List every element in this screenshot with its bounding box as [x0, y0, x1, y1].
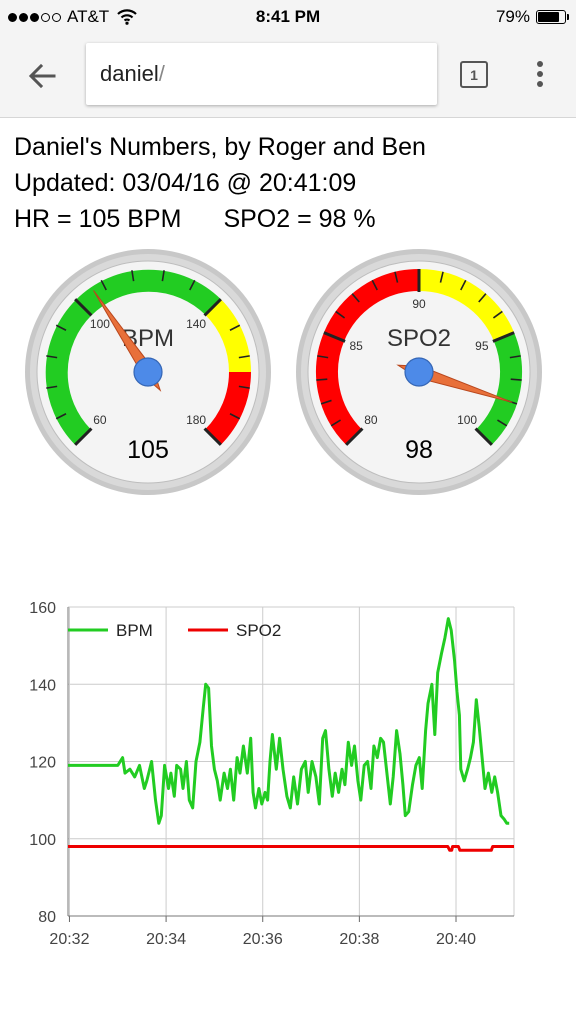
status-left: AT&T	[8, 7, 137, 27]
chart-y-tick-label: 160	[29, 600, 56, 617]
gauge-color-band	[205, 371, 251, 445]
gauge-minor-tick	[320, 399, 332, 405]
gauge-minor-tick	[335, 310, 346, 319]
gauge-major-tick	[74, 427, 93, 446]
gauge-minor-tick	[317, 355, 329, 359]
gauge-minor-tick	[492, 310, 503, 319]
chart-x-tick-label: 20:34	[146, 931, 186, 948]
gauge-value: 105	[127, 436, 169, 464]
gauge-minor-tick	[161, 270, 165, 282]
back-arrow-icon[interactable]	[22, 56, 62, 96]
gauge-minor-tick	[351, 293, 360, 303]
battery-percent: 79%	[495, 7, 530, 26]
gauge-major-tick	[474, 427, 493, 446]
gauge-color-band	[205, 299, 251, 373]
gauge-tick-label: 100	[457, 413, 477, 427]
gauge-minor-tick	[478, 293, 487, 303]
gauge-label: SPO2	[387, 325, 451, 352]
gauge-minor-tick	[509, 355, 521, 359]
gauge-major-tick	[74, 298, 93, 317]
tab-count: 1	[470, 66, 478, 83]
gauge-value: 98	[405, 436, 433, 464]
gauge-tick-label: 80	[364, 413, 378, 427]
gauge-minor-tick	[238, 385, 250, 389]
gauge-minor-tick	[439, 271, 444, 283]
spo2-reading: SPO2 = 98 %	[223, 205, 376, 233]
status-bar: AT&T 8:41 PM 79%	[0, 0, 576, 34]
gauge-minor-tick	[131, 270, 135, 282]
chart-x-tick-label: 20:40	[436, 931, 476, 948]
gauge-minor-tick	[371, 279, 378, 291]
gauge-tick-label: 100	[90, 317, 110, 331]
gauge-minor-tick	[394, 271, 399, 283]
gauge-major-tick	[345, 427, 364, 446]
url-bar[interactable]: daniel /	[86, 43, 437, 105]
gauge-minor-tick	[238, 355, 250, 359]
status-right: 79%	[495, 7, 569, 27]
gauge-minor-tick	[100, 279, 107, 291]
tab-switcher-icon[interactable]: 1	[460, 61, 488, 88]
gauge-major-tick	[203, 427, 222, 446]
gauge-minor-tick	[55, 413, 67, 420]
gauge-tick-label: 140	[186, 317, 206, 331]
wifi-icon	[117, 9, 137, 25]
gauge-minor-tick	[330, 419, 341, 427]
gauge-tick-label: 90	[412, 297, 426, 311]
gauge-major-tick	[203, 298, 222, 317]
carrier-name: AT&T	[67, 7, 110, 26]
chart-series-spo2	[68, 845, 514, 852]
gauge-minor-tick	[46, 385, 58, 389]
history-line-chart: 80 100 120 140 160 20:32 20:34 20:36 20:38 20:40 B…	[29, 600, 515, 948]
gauge-tick-label: 95	[475, 339, 489, 353]
chart-y-tick-label: 140	[29, 677, 56, 694]
updated-timestamp: Updated: 03/04/16 @ 20:41:09	[14, 169, 357, 197]
spo2-gauge: 80 85 90 95 100 SPO2 98	[296, 249, 542, 495]
gauge-tick-label: 60	[93, 413, 107, 427]
chart-legend-label: SPO2	[236, 621, 281, 640]
gauge-major-tick	[323, 331, 346, 343]
url-host: daniel	[100, 61, 159, 86]
gauge-minor-tick	[189, 279, 196, 291]
gauge-minor-tick	[510, 378, 522, 381]
chart-x-tick-label: 20:36	[243, 931, 283, 948]
gauge-minor-tick	[229, 324, 241, 331]
chart-y-tick-label: 80	[38, 909, 56, 926]
overflow-menu-icon[interactable]	[528, 58, 552, 92]
gauge-color-band	[476, 332, 522, 445]
gauge-tick-label: 180	[186, 413, 206, 427]
chart-y-tick-label: 100	[29, 832, 56, 849]
status-time: 8:41 PM	[255, 7, 321, 26]
page-title: Daniel's Numbers, by Roger and Ben	[14, 133, 426, 161]
gauge-tick-label: 85	[349, 339, 363, 353]
browser-toolbar: daniel/ 1	[0, 34, 576, 118]
gauge-minor-tick	[229, 413, 241, 420]
gauge-minor-tick	[55, 324, 67, 331]
readings-line: HR = 105 BPM SPO2 = 98 %	[14, 205, 376, 234]
signal-dots-icon	[8, 12, 61, 22]
gauge-major-tick	[492, 331, 515, 343]
battery-icon	[536, 10, 569, 24]
chart-y-tick-label: 120	[29, 755, 56, 772]
gauge-minor-tick	[46, 355, 58, 359]
gauge-minor-tick	[497, 419, 508, 427]
hr-reading: HR = 105 BPM	[14, 205, 182, 233]
chart-x-tick-label: 20:32	[49, 931, 89, 948]
chart-x-tick-label: 20:38	[339, 931, 379, 948]
gauge-color-band	[418, 269, 515, 342]
chart-legend-label: BPM	[116, 621, 153, 640]
gauge-minor-tick	[460, 279, 467, 291]
gauge-needle-hub	[404, 357, 434, 387]
gauge-minor-tick	[316, 378, 328, 381]
chart-series-bpm	[68, 617, 510, 825]
gauge-needle-hub	[133, 357, 163, 387]
url-path: /	[158, 61, 165, 86]
